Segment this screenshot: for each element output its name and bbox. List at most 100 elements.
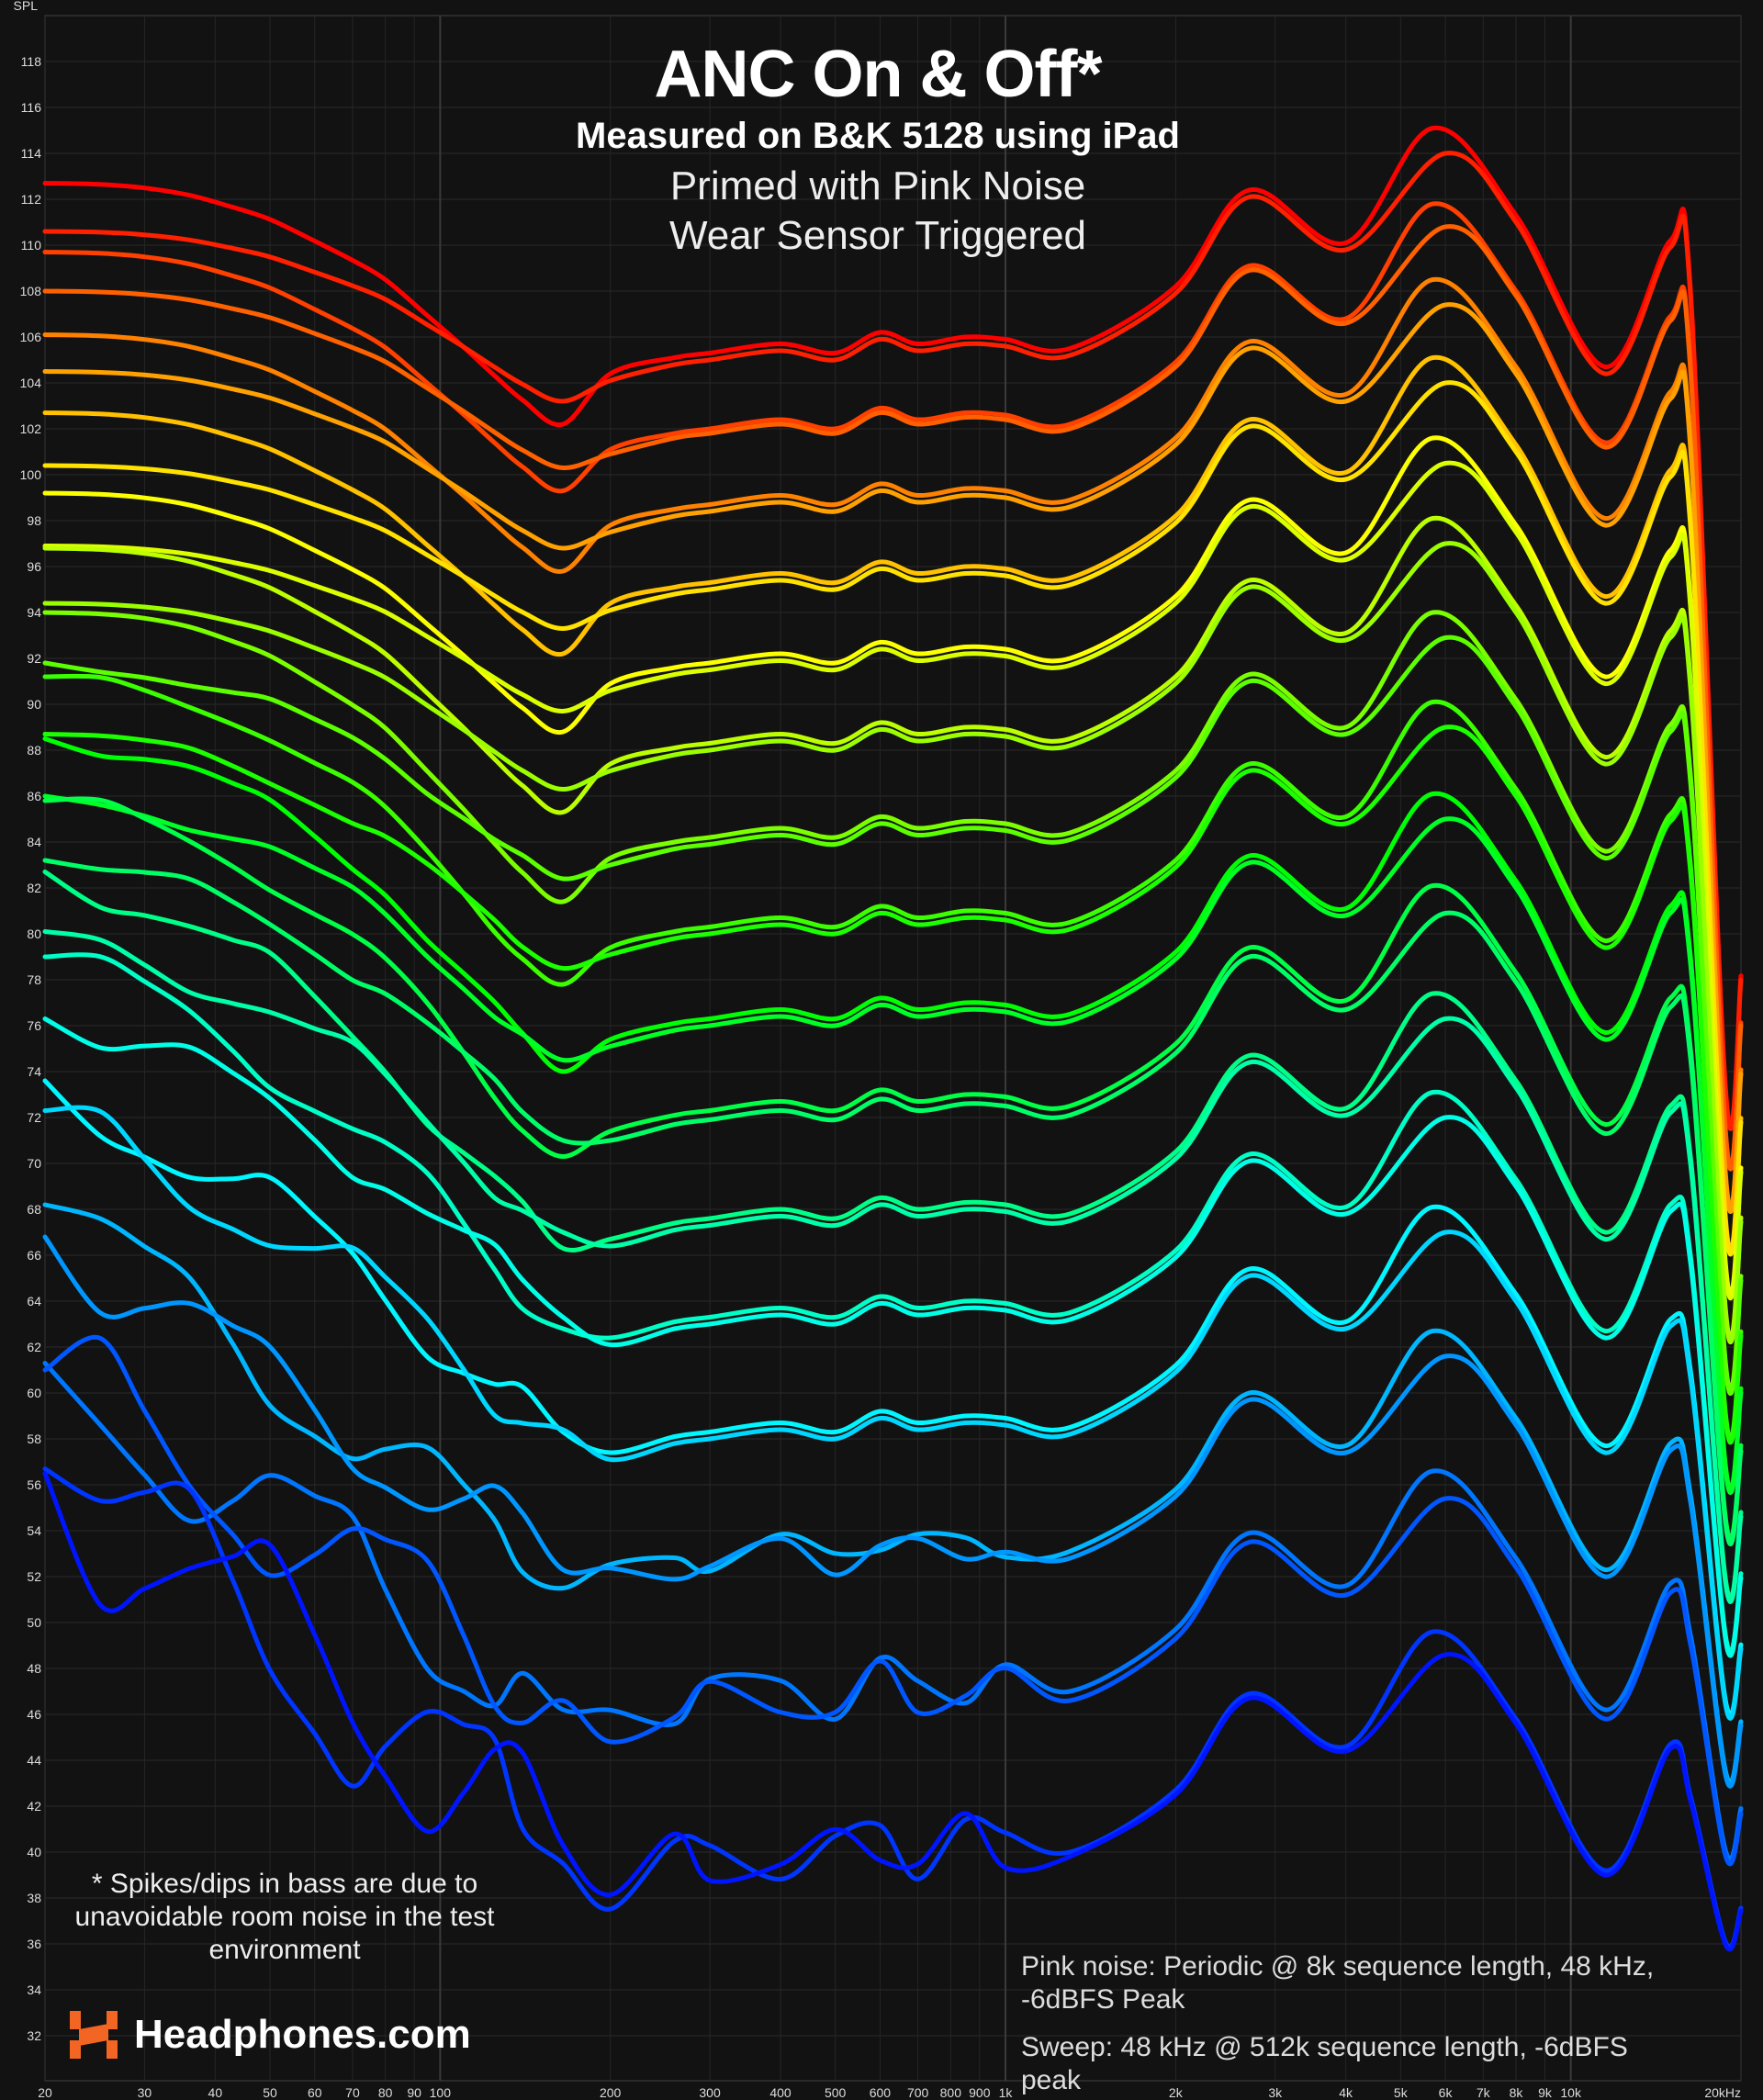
x-tick-label: 20kHz	[1704, 2085, 1741, 2100]
x-tick-label: 9k	[1538, 2085, 1553, 2100]
x-tick-label: 200	[600, 2085, 622, 2100]
x-tick-label: 8k	[1510, 2085, 1524, 2100]
curves	[42, 125, 1744, 1952]
series-line	[42, 151, 1744, 1131]
series-line	[42, 515, 1744, 1341]
y-tick-label: 108	[20, 284, 42, 298]
y-tick-label: 98	[27, 513, 41, 528]
y-axis-label: SPL	[14, 0, 39, 13]
y-tick-label: 48	[27, 1661, 41, 1676]
y-tick-label: 44	[27, 1753, 41, 1768]
sweep-note: Sweep: 48 kHz @ 512k sequence length, -6…	[1021, 2032, 1628, 2095]
series-line	[42, 1016, 1744, 1658]
y-tick-label: 116	[21, 100, 42, 115]
y-tick-label: 42	[27, 1799, 41, 1814]
x-tick-label: 2k	[1169, 2085, 1184, 2100]
subtitle-line-1: Primed with Pink Noise	[669, 163, 1086, 208]
series-line	[42, 201, 1744, 1169]
y-tick-label: 92	[27, 651, 41, 666]
y-tick-label: 52	[27, 1569, 41, 1584]
x-tick-label: 4k	[1339, 2085, 1353, 2100]
y-tick-label: 86	[27, 789, 41, 803]
series-line	[42, 1105, 1744, 1721]
series-line	[42, 634, 1744, 1396]
x-tick-label: 800	[940, 2085, 962, 2100]
series-line	[42, 796, 1744, 1542]
y-tick-label: 58	[27, 1432, 41, 1446]
series-line	[42, 541, 1744, 1344]
y-tick-label: 70	[27, 1156, 41, 1171]
series-line	[42, 1466, 1744, 1949]
series-line	[42, 1334, 1744, 1867]
series-line	[42, 1078, 1744, 1717]
series-line	[42, 858, 1744, 1547]
series-line	[42, 1234, 1744, 1789]
pink-noise-note: Pink noise: Periodic @ 8k sequence lengt…	[1021, 1951, 1655, 2015]
x-tick-label: 5k	[1394, 2085, 1409, 2100]
x-tick-label: 500	[825, 2085, 847, 2100]
y-tick-label: 40	[27, 1845, 41, 1859]
y-tick-label: 64	[27, 1294, 41, 1308]
y-tick-label: 46	[27, 1707, 41, 1722]
y-tick-label: 106	[20, 330, 42, 344]
series-line	[42, 870, 1744, 1600]
series-line	[42, 610, 1744, 1392]
series-line	[42, 380, 1744, 1257]
y-tick-label: 38	[27, 1891, 41, 1905]
y-tick-label: 110	[21, 238, 42, 253]
y-tick-label: 80	[27, 926, 41, 941]
series-line	[42, 1202, 1744, 1785]
axes: 32 34 36 38 40 42 44 46 48 50 52 54 56 58 60 62 64 66 68 70…	[14, 0, 1741, 2100]
x-tick-label: 700	[907, 2085, 929, 2100]
chart-subtitle: Measured on B&K 5128 using iPad	[576, 116, 1180, 156]
x-tick-label: 400	[769, 2085, 792, 2100]
x-tick-label: 900	[969, 2085, 991, 2100]
y-tick-label: 72	[27, 1110, 41, 1125]
y-tick-label: 34	[27, 1982, 41, 1997]
x-tick-label: 300	[699, 2085, 721, 2100]
series-line	[42, 302, 1744, 1215]
y-tick-label: 102	[20, 421, 42, 436]
series-line	[42, 736, 1744, 1491]
series-line	[42, 435, 1744, 1297]
x-tick-label: 60	[308, 2085, 322, 2100]
y-tick-label: 62	[27, 1340, 41, 1354]
y-tick-label: 68	[27, 1202, 41, 1217]
y-tick-label: 90	[27, 697, 41, 712]
y-tick-label: 112	[21, 192, 42, 207]
measurement-notes: Pink noise: Periodic @ 8k sequence lengt…	[1021, 1950, 1664, 2097]
series-line	[42, 460, 1744, 1301]
series-line	[42, 724, 1744, 1444]
series-line	[42, 793, 1744, 1495]
x-tick-label: 30	[138, 2085, 152, 2100]
x-tick-label: 40	[208, 2085, 223, 2100]
subtitle-line-2: Wear Sensor Triggered	[668, 213, 1087, 258]
y-tick-label: 94	[27, 605, 41, 620]
y-tick-label: 66	[27, 1248, 41, 1263]
y-tick-label: 96	[27, 559, 41, 574]
x-tick-label: 90	[407, 2085, 421, 2100]
y-tick-label: 84	[27, 835, 41, 849]
x-tick-label: 70	[345, 2085, 360, 2100]
y-tick-label: 36	[27, 1937, 41, 1951]
series-line	[42, 929, 1744, 1604]
brand-logo: Headphones.com	[70, 2011, 471, 2059]
series-line	[42, 1361, 1744, 1861]
series-line	[42, 1471, 1744, 1952]
y-tick-label: 56	[27, 1477, 41, 1492]
series-line	[42, 952, 1744, 1655]
headphones-logo-icon	[70, 2011, 118, 2059]
y-tick-label: 100	[20, 467, 42, 482]
x-tick-label: 6k	[1439, 2085, 1454, 2100]
footnote: * Spikes/dips in bass are due to unavoid…	[74, 1869, 495, 1965]
y-tick-label: 60	[27, 1386, 41, 1400]
y-tick-label: 114	[21, 146, 42, 161]
series-line	[42, 224, 1744, 1172]
y-tick-label: 32	[27, 2028, 41, 2043]
x-tick-label: 3k	[1268, 2085, 1283, 2100]
x-tick-label: 10k	[1560, 2085, 1582, 2100]
x-tick-label: 80	[378, 2085, 393, 2100]
y-tick-label: 78	[27, 972, 41, 987]
x-tick-label: 600	[870, 2085, 892, 2100]
